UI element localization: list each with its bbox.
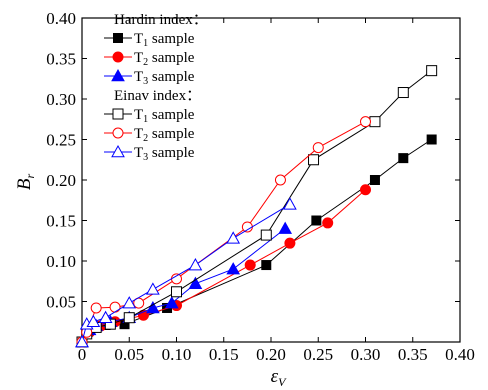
data-point	[241, 221, 253, 233]
legend-label: T3 sample	[134, 69, 195, 87]
legend-marker	[111, 68, 125, 82]
legend-title: Hardin index：	[114, 12, 208, 28]
data-point	[284, 237, 296, 249]
legend-item: T3 sample	[104, 144, 195, 163]
data-point	[146, 300, 160, 314]
data-point	[260, 229, 272, 241]
data-point	[226, 231, 241, 244]
y-tick-label: 0.35	[46, 50, 76, 69]
y-tick-label: 0.20	[46, 171, 76, 190]
series-einav-t3	[75, 197, 297, 348]
data-point	[311, 215, 322, 226]
legend-marker	[111, 144, 125, 158]
legend-item: T1 sample	[104, 31, 195, 49]
legend-label: T1 sample	[134, 31, 195, 49]
legend-label: T1 sample	[134, 107, 195, 125]
legend-marker	[112, 127, 124, 139]
data-point	[274, 174, 286, 186]
x-tick-label: 0.20	[256, 345, 286, 364]
y-tick-label: 0.10	[46, 252, 76, 271]
data-point	[123, 312, 135, 324]
data-point	[171, 286, 182, 298]
data-point	[308, 154, 320, 166]
data-point	[146, 282, 160, 295]
legend-marker	[112, 108, 124, 120]
series-layer	[75, 65, 438, 348]
data-point	[369, 116, 381, 128]
data-point	[278, 221, 293, 234]
data-point	[369, 175, 380, 185]
legend-item: T3 sample	[104, 68, 195, 87]
series-line	[81, 121, 366, 343]
legend-item: T2 sample	[104, 50, 195, 68]
x-tick-label: 0	[78, 345, 87, 364]
data-point	[109, 301, 121, 313]
data-point	[426, 134, 437, 145]
x-tick-label: 0.30	[351, 345, 381, 364]
data-point	[122, 296, 137, 309]
y-tick-label: 0.30	[46, 90, 76, 109]
series-einav-t2	[76, 116, 371, 348]
data-point	[164, 296, 179, 309]
x-tick-label: 0.35	[398, 345, 428, 364]
data-point	[360, 116, 371, 128]
x-tick-label: 0.15	[209, 345, 239, 364]
data-point	[226, 262, 241, 275]
data-point	[75, 334, 89, 348]
data-point	[322, 217, 334, 229]
x-tick-label: 0.10	[162, 345, 192, 364]
y-axis-label: Br	[14, 174, 37, 191]
legend-marker	[113, 33, 123, 43]
data-point	[188, 258, 203, 271]
y-tick-label: 0.25	[46, 131, 76, 150]
data-point	[283, 197, 297, 210]
data-point	[261, 260, 272, 271]
y-tick-label: 0.40	[46, 9, 76, 28]
data-point	[90, 302, 102, 314]
plot-frame	[81, 17, 461, 343]
x-tick-label: 0.25	[303, 345, 333, 364]
y-tick-label: 0.05	[46, 293, 76, 312]
data-point	[86, 314, 101, 328]
data-point	[398, 153, 409, 164]
data-point	[312, 142, 324, 154]
x-axis-label: εV	[271, 366, 288, 389]
legend-label: T2 sample	[134, 50, 195, 68]
legend-label: T2 sample	[134, 126, 195, 144]
y-tick-label: 0.15	[46, 212, 76, 231]
data-point	[244, 259, 256, 271]
legend-label: T3 sample	[134, 145, 195, 163]
legend-marker	[112, 51, 124, 63]
data-point	[426, 65, 438, 77]
legend-item: T1 sample	[104, 107, 195, 125]
data-point	[188, 276, 203, 289]
legend-title: Einav index：	[114, 88, 201, 104]
data-point	[360, 184, 371, 196]
x-tick-label: 0.40	[445, 345, 475, 364]
legend-item: T2 sample	[104, 126, 195, 144]
data-point	[397, 87, 409, 99]
x-tick-label: 0.05	[114, 345, 144, 364]
axes: 0 0.05 0.10 0.15 0.20 0.25 0.30 0.35 0.40 0.05 0.1…	[46, 9, 475, 364]
data-point	[171, 273, 182, 285]
data-point	[98, 310, 113, 323]
